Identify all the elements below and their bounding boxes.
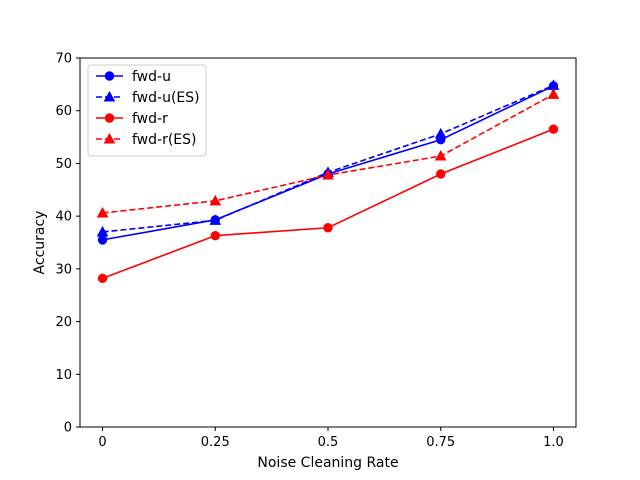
y-tick-label: 10: [55, 368, 72, 383]
data-point: [210, 230, 220, 241]
series-layer: [96, 79, 560, 284]
legend-marker: [104, 113, 115, 123]
data-point: [548, 124, 559, 134]
series-fwd-r: [97, 124, 559, 284]
data-point: [322, 168, 334, 180]
x-tick-label: 0.25: [201, 435, 230, 450]
y-tick-label: 60: [55, 104, 72, 119]
data-point: [323, 223, 333, 233]
data-point: [97, 273, 108, 284]
x-tick-label: 0: [98, 435, 106, 450]
y-tick-label: 70: [55, 52, 72, 67]
x-tick-label: 0.75: [426, 435, 455, 450]
legend-label: fwd-r: [132, 111, 168, 127]
y-tick-label: 20: [55, 315, 72, 330]
legend-label: fwd-u: [132, 69, 171, 85]
x-tick-label: 1.0: [543, 435, 564, 450]
y-tick-label: 50: [55, 157, 72, 172]
legend-marker: [104, 71, 115, 81]
data-point: [97, 235, 108, 245]
y-axis-label: Accuracy: [32, 211, 48, 275]
data-point: [434, 127, 447, 139]
data-point: [209, 194, 222, 206]
legend-label: fwd-r(ES): [132, 132, 196, 148]
legend-label: fwd-u(ES): [132, 90, 200, 106]
x-axis-label: Noise Cleaning Rate: [257, 455, 398, 471]
series-fwd-r-es: [96, 88, 560, 218]
y-tick-label: 40: [55, 210, 72, 225]
y-tick-label: 0: [64, 421, 72, 436]
legend-marker: [103, 132, 116, 144]
data-point: [209, 214, 222, 225]
legend: fwd-u fwd-u(ES) fwd-r fwd-r(ES): [87, 64, 207, 157]
data-point: [96, 225, 109, 237]
data-point: [436, 169, 446, 179]
legend-marker: [103, 90, 116, 102]
y-tick-label: 30: [55, 262, 72, 277]
legend-box: [87, 64, 207, 157]
x-tick-label: 0.5: [318, 435, 339, 450]
data-point: [547, 88, 560, 99]
data-point: [434, 150, 447, 161]
data-point: [96, 206, 109, 218]
axes: 0 0.25 0.5 0.75 1.0 0 10 20 30 40 50 60 70: [55, 52, 577, 450]
